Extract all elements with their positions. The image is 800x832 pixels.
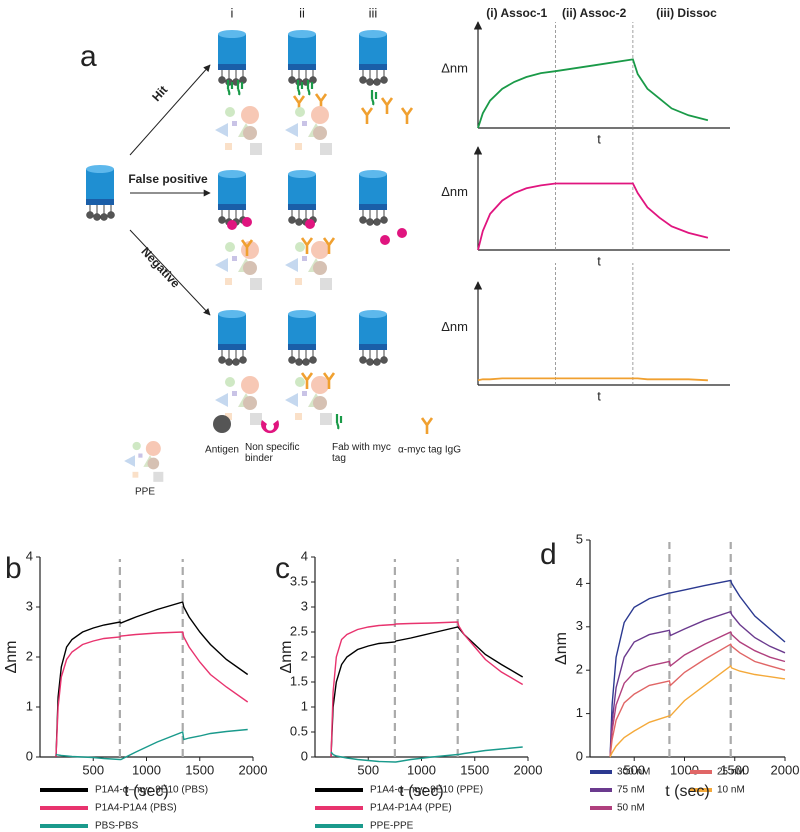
y-tick-label: 4 bbox=[26, 548, 33, 563]
x-axis-label: t bbox=[597, 131, 601, 146]
legend-label-box: Non specific binder bbox=[245, 442, 300, 464]
arrow-label: Hit bbox=[149, 83, 170, 104]
y-tick-label: 0 bbox=[576, 748, 583, 763]
y-tick-label: 2.5 bbox=[290, 623, 308, 638]
column-label: i bbox=[231, 5, 234, 20]
arrow-label: Negative bbox=[138, 244, 183, 290]
series-line bbox=[477, 58, 709, 129]
series-line bbox=[55, 601, 249, 758]
arrow bbox=[129, 229, 211, 316]
phase-label: (iii) Dissoc bbox=[656, 6, 717, 20]
series-line bbox=[609, 664, 786, 758]
legend-label: Fab with myc tag bbox=[332, 442, 391, 464]
x-tick-label: 2000 bbox=[239, 762, 268, 777]
x-axis-label: t bbox=[597, 253, 601, 268]
x-tick-label: 1500 bbox=[720, 762, 749, 777]
y-tick-label: 1 bbox=[26, 698, 33, 713]
x-tick-label: 500 bbox=[82, 762, 104, 777]
panel-letter: d bbox=[540, 538, 557, 571]
legend-label: PPE bbox=[135, 487, 155, 498]
phase-label: (i) Assoc-1 bbox=[486, 6, 547, 20]
y-tick-label: 4 bbox=[301, 548, 308, 563]
y-tick-label: 0 bbox=[301, 748, 308, 763]
y-axis-label: Δnm bbox=[441, 319, 468, 334]
legend-label: 50 nM bbox=[617, 803, 645, 814]
series-line bbox=[609, 643, 786, 758]
x-tick-label: 500 bbox=[357, 762, 379, 777]
series-line bbox=[609, 631, 786, 758]
legend-label: 25 nM bbox=[717, 767, 745, 778]
y-tick-label: 0 bbox=[26, 748, 33, 763]
y-tick-label: 3 bbox=[301, 598, 308, 613]
legend-label: PPE-PPE bbox=[370, 821, 414, 832]
arrow bbox=[129, 64, 211, 156]
schematic: a i ii iii Hit False positive Negative P… bbox=[80, 5, 461, 497]
y-tick-label: 1.5 bbox=[290, 673, 308, 688]
legend-label: Non specific binder bbox=[245, 442, 300, 464]
legend-label: P1A4-α–myc 9E10 (PPE) bbox=[370, 785, 483, 796]
y-axis-label: Δnm bbox=[553, 632, 570, 665]
y-tick-label: 4 bbox=[576, 575, 583, 590]
arrow-label: False positive bbox=[128, 172, 208, 186]
legend-label: 10 nM bbox=[717, 785, 745, 796]
y-tick-label: 5 bbox=[576, 531, 583, 546]
series-line bbox=[55, 728, 248, 761]
x-axis-label: t bbox=[597, 388, 601, 403]
legend-label: PBS-PBS bbox=[95, 821, 139, 832]
y-tick-label: 2 bbox=[301, 648, 308, 663]
panel-letter: b bbox=[5, 552, 22, 585]
icons bbox=[124, 29, 434, 482]
series-line bbox=[330, 626, 524, 758]
y-tick-label: 3.5 bbox=[290, 573, 308, 588]
series-line bbox=[477, 182, 709, 251]
y-tick-label: 1 bbox=[576, 705, 583, 720]
x-tick-label: 2000 bbox=[771, 762, 800, 777]
x-axis-label: t (sec) bbox=[399, 783, 443, 800]
x-tick-label: 1000 bbox=[670, 762, 699, 777]
x-tick-label: 2000 bbox=[514, 762, 543, 777]
column-label: ii bbox=[299, 5, 305, 20]
x-axis-label: t (sec) bbox=[124, 783, 168, 800]
legend-label: Antigen bbox=[205, 445, 239, 456]
y-axis-label: Δnm bbox=[278, 641, 295, 674]
legend-label: P1A4-P1A4 (PPE) bbox=[370, 803, 452, 814]
series-line bbox=[330, 746, 523, 763]
y-axis-label: Δnm bbox=[441, 60, 468, 75]
x-tick-label: 1000 bbox=[132, 762, 161, 777]
legend-label: 75 nM bbox=[617, 785, 645, 796]
x-tick-label: 1500 bbox=[460, 762, 489, 777]
series-line bbox=[609, 579, 786, 758]
legend-label: 300 nM bbox=[617, 767, 650, 778]
series-line bbox=[609, 610, 786, 758]
x-tick-label: 1000 bbox=[407, 762, 436, 777]
column-label: iii bbox=[369, 5, 378, 20]
x-tick-label: 1500 bbox=[185, 762, 214, 777]
legend-label-box: Fab with myc tag bbox=[332, 442, 391, 464]
y-axis-label: Δnm bbox=[441, 184, 468, 199]
y-tick-label: 2 bbox=[576, 662, 583, 677]
y-tick-label: 3 bbox=[26, 598, 33, 613]
series-line bbox=[477, 377, 708, 382]
x-tick-label: 500 bbox=[623, 762, 645, 777]
phase-label: (ii) Assoc-2 bbox=[562, 6, 627, 20]
series-line bbox=[55, 631, 249, 758]
legend-label: α-myc tag IgG bbox=[398, 445, 461, 456]
y-tick-label: 2 bbox=[26, 648, 33, 663]
legend-label: P1A4-α–myc 9E10 (PBS) bbox=[95, 785, 208, 796]
series-line bbox=[330, 621, 524, 758]
y-axis-label: Δnm bbox=[3, 641, 20, 674]
panel-letter: a bbox=[80, 40, 97, 73]
y-tick-label: 0.5 bbox=[290, 723, 308, 738]
x-axis-label: t (sec) bbox=[665, 783, 709, 800]
biosensor bbox=[85, 164, 115, 221]
y-tick-label: 1 bbox=[301, 698, 308, 713]
panel-letter: c bbox=[275, 552, 290, 585]
legend-label: P1A4-P1A4 (PBS) bbox=[95, 803, 177, 814]
y-tick-label: 3 bbox=[576, 618, 583, 633]
